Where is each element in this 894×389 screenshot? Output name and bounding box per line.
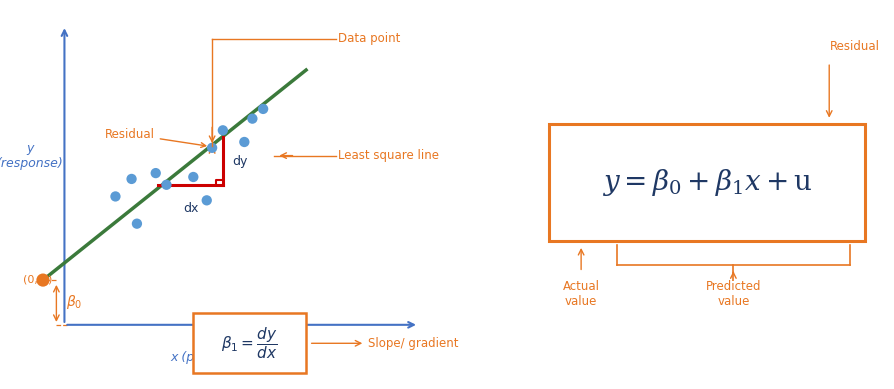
Text: Data point: Data point <box>338 32 401 46</box>
FancyBboxPatch shape <box>193 313 306 373</box>
Text: Residual: Residual <box>105 128 206 147</box>
Point <box>245 116 259 122</box>
Text: Least square line: Least square line <box>338 149 439 162</box>
FancyBboxPatch shape <box>549 124 864 241</box>
Text: (0, y): (0, y) <box>23 275 53 285</box>
Point <box>215 127 230 133</box>
Point <box>199 197 214 203</box>
Point <box>186 174 200 180</box>
Text: dx: dx <box>182 202 198 215</box>
Point <box>108 193 122 200</box>
Point <box>124 176 139 182</box>
Text: y
(response): y (response) <box>0 142 63 170</box>
Text: $y = \beta_0 + \beta_1 x + \mathrm{u}$: $y = \beta_0 + \beta_1 x + \mathrm{u}$ <box>601 167 812 198</box>
Point <box>256 106 270 112</box>
Text: $\beta_0$: $\beta_0$ <box>65 293 81 312</box>
Point <box>159 182 173 188</box>
Point <box>205 145 219 151</box>
Text: x (predictor variable): x (predictor variable) <box>170 351 302 364</box>
Point <box>237 139 251 145</box>
Point <box>130 221 144 227</box>
Text: dy: dy <box>232 154 248 168</box>
Text: Residual: Residual <box>829 40 879 53</box>
Point <box>36 277 50 283</box>
Point <box>148 170 163 176</box>
Text: Slope/ gradient: Slope/ gradient <box>367 337 458 350</box>
Text: Actual
value: Actual value <box>562 280 599 308</box>
Text: $\beta_1 = \dfrac{dy}{dx}$: $\beta_1 = \dfrac{dy}{dx}$ <box>221 326 278 361</box>
Text: Predicted
value: Predicted value <box>704 280 760 308</box>
